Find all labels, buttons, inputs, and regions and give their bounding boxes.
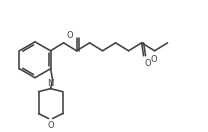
Text: O: O — [150, 55, 157, 64]
Text: O: O — [47, 121, 54, 129]
Text: O: O — [144, 59, 151, 68]
Text: N: N — [47, 79, 54, 88]
Text: O: O — [67, 31, 74, 40]
